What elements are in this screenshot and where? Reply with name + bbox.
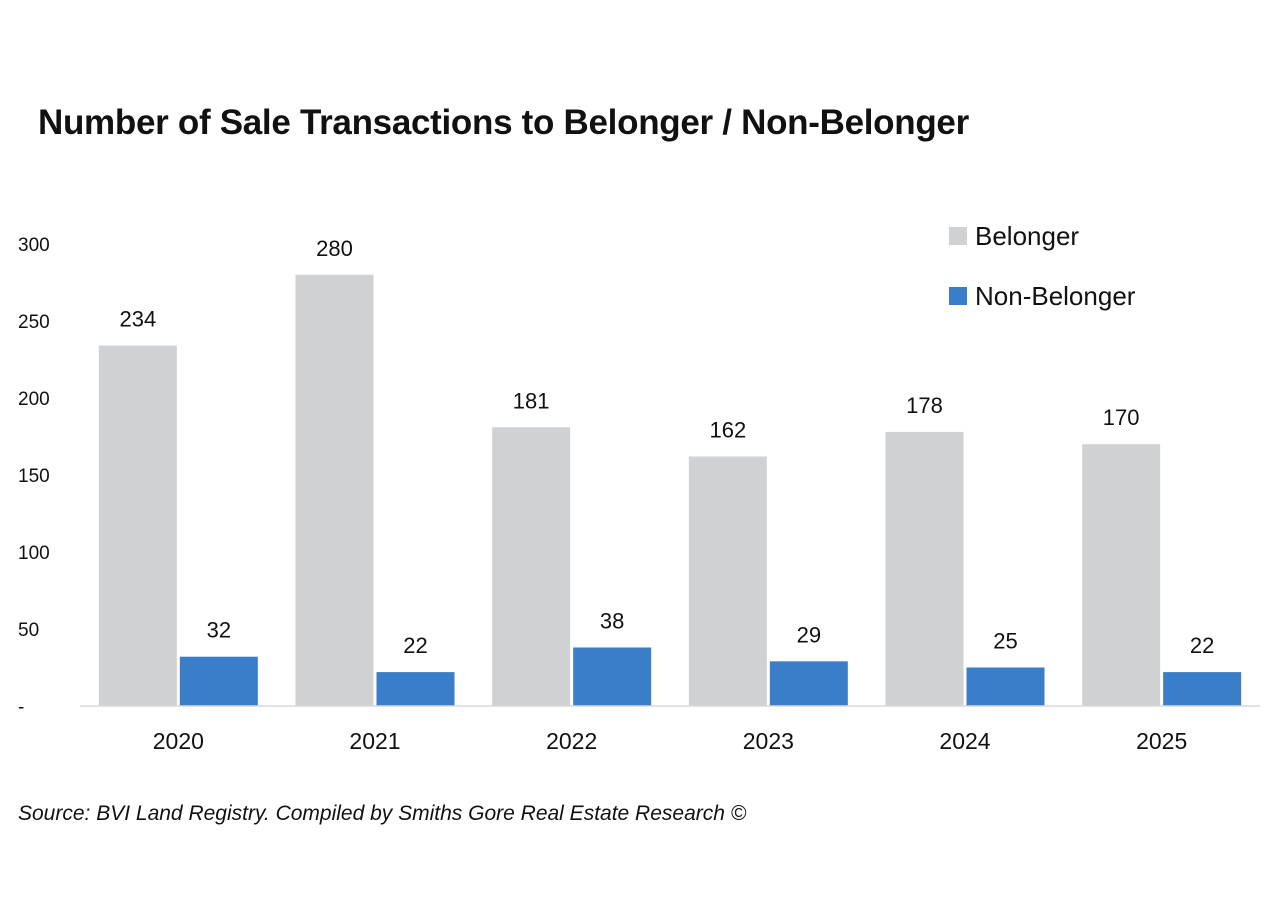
data-label: 38: [600, 608, 624, 633]
y-tick-label: 100: [18, 543, 50, 564]
bar-belonger-2023: [688, 456, 767, 706]
y-tick-label: -: [18, 697, 24, 718]
x-tick-label: 2025: [1136, 728, 1187, 754]
data-label: 181: [513, 388, 550, 413]
bar-non-belonger-2021: [376, 672, 455, 706]
x-axis: 2020 2021 2022 2023 2024 2025: [153, 728, 1188, 754]
legend-swatch: [949, 287, 967, 305]
data-label: 280: [316, 236, 353, 261]
data-label: 29: [797, 622, 821, 647]
data-label: 22: [1190, 633, 1214, 658]
data-label: 170: [1103, 405, 1140, 430]
data-label: 22: [403, 633, 427, 658]
bars: 234 32 280 22 181 38 162 29 178 25 170 22: [98, 236, 1242, 706]
x-tick-label: 2023: [743, 728, 794, 754]
chart-title: Number of Sale Transactions to Belonger …: [38, 103, 969, 142]
bar-non-belonger-2020: [179, 656, 258, 706]
source-note: Source: BVI Land Registry. Compiled by S…: [18, 802, 747, 825]
data-label: 25: [993, 629, 1017, 654]
bar-non-belonger-2024: [966, 667, 1045, 706]
legend-label: Non-Belonger: [975, 281, 1136, 311]
bar-belonger-2021: [295, 274, 374, 706]
bar-belonger-2020: [98, 345, 177, 706]
data-label: 234: [119, 307, 156, 332]
data-label: 178: [906, 393, 943, 418]
bar-belonger-2024: [885, 431, 964, 706]
data-label: 32: [207, 618, 231, 643]
x-tick-label: 2020: [153, 728, 204, 754]
legend-swatch: [949, 227, 967, 245]
bar-non-belonger-2025: [1163, 672, 1242, 706]
bar-non-belonger-2023: [769, 661, 848, 706]
x-tick-label: 2022: [546, 728, 597, 754]
y-tick-label: 50: [18, 620, 39, 641]
data-label: 162: [709, 418, 746, 443]
bar-non-belonger-2022: [573, 647, 652, 706]
legend-label: Belonger: [975, 221, 1079, 251]
x-tick-label: 2024: [939, 728, 990, 754]
y-tick-label: 300: [18, 235, 50, 256]
y-tick-label: 200: [18, 389, 50, 410]
x-tick-label: 2021: [349, 728, 400, 754]
bar-belonger-2025: [1082, 444, 1161, 706]
y-tick-label: 250: [18, 312, 50, 333]
bar-belonger-2022: [492, 427, 571, 706]
y-tick-label: 150: [18, 466, 50, 487]
legend: Belonger Non-Belonger: [949, 221, 1136, 311]
y-axis: - 50 100 150 200 250 300: [18, 235, 50, 718]
